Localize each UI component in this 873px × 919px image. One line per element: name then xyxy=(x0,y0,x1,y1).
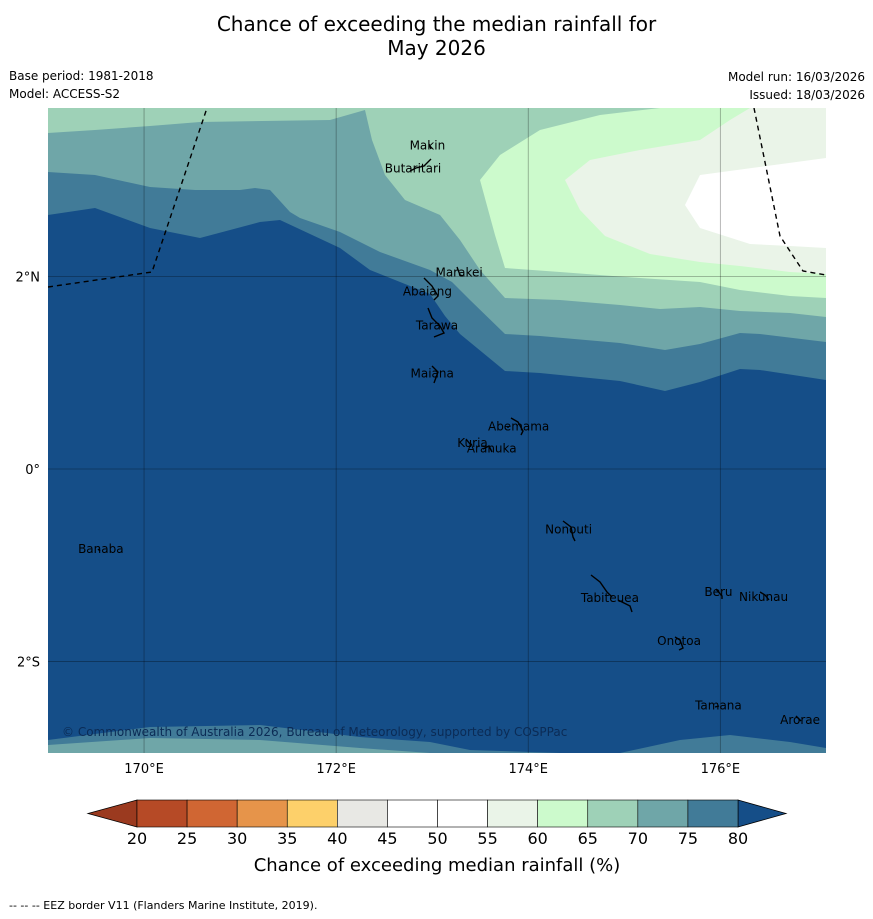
island-label: Banaba xyxy=(78,542,124,556)
island-label: Kuria xyxy=(457,436,488,450)
colorbar-swatch xyxy=(286,799,338,828)
colorbar-swatch xyxy=(337,799,388,828)
colorbar-tick-label: 70 xyxy=(628,829,648,848)
colorbar-label: Chance of exceeding median rainfall (%) xyxy=(254,855,621,876)
eez-footnote: -- -- -- EEZ border V11 (Flanders Marine… xyxy=(9,899,318,912)
colorbar-tick-label: 65 xyxy=(578,829,598,848)
island-label: Nikunau xyxy=(739,590,788,604)
meta-right: Model run: 16/03/2026 Issued: 18/03/2026 xyxy=(728,68,865,104)
model-name: Model: ACCESS-S2 xyxy=(9,87,121,101)
map-axes: 170°E 172°E 174°E 176°E 2°N 0° 2°S xyxy=(16,270,741,777)
island-coastlines xyxy=(97,143,802,722)
island-label: Butaritari xyxy=(385,162,442,176)
colorbar-tick-label: 20 xyxy=(127,829,147,848)
island-label: Tabiteuea xyxy=(580,591,639,605)
model-run: Model run: 16/03/2026 xyxy=(727,70,865,84)
island-label: Maiana xyxy=(411,367,454,381)
island-label: Tarawa xyxy=(415,318,458,332)
colorbar-tick-label: 40 xyxy=(327,829,347,848)
colorbar-tick-label: 75 xyxy=(678,829,698,848)
colorbar-over-triangle xyxy=(737,799,788,828)
colorbar-tick-label: 25 xyxy=(177,829,197,848)
lon-tick-label: 174°E xyxy=(508,762,548,777)
gridlines xyxy=(48,108,826,753)
island-label: Marakei xyxy=(435,265,482,279)
copyright-text: © Commonwealth of Australia 2026, Bureau… xyxy=(62,725,567,739)
colorbar-tick-label: 45 xyxy=(377,829,397,848)
zone-50-55 xyxy=(685,158,826,248)
island-label: Abaiang xyxy=(403,285,452,299)
island-label: Aranuka xyxy=(467,442,517,456)
colorbar-tick-label: 50 xyxy=(427,829,447,848)
colorbar-tick-label: 30 xyxy=(227,829,247,848)
island-label: Onotoa xyxy=(657,634,701,648)
island-label: Tamana xyxy=(694,699,742,713)
colorbar: 20 25 30 35 40 45 50 55 60 65 70 75 80 xyxy=(86,799,788,848)
title-line-1: Chance of exceeding the median rainfall … xyxy=(216,12,657,36)
zone-75-80-bottom-right xyxy=(620,735,826,753)
colorbar-swatch xyxy=(437,799,488,828)
colorbar-swatch xyxy=(236,799,288,828)
lat-tick-label: 2°N xyxy=(16,270,41,285)
colorbar-swatch xyxy=(587,799,639,828)
lat-tick-label: 0° xyxy=(25,463,40,478)
colorbar-swatch xyxy=(537,799,589,828)
lon-tick-label: 170°E xyxy=(124,762,164,777)
map-plot-area: Makin Butaritari Marakei Abaiang Tarawa Maian… xyxy=(48,108,826,753)
colorbar-under-triangle xyxy=(86,799,138,828)
island-label: Nonouti xyxy=(545,523,592,537)
colorbar-tick-label: 60 xyxy=(527,829,547,848)
lat-tick-label: 2°S xyxy=(17,656,40,671)
island-label: Abemama xyxy=(488,420,549,434)
island-label: Beru xyxy=(704,585,732,599)
colorbar-swatch xyxy=(186,799,238,828)
lon-tick-label: 176°E xyxy=(701,762,741,777)
title-line-2: May 2026 xyxy=(387,36,486,60)
island-labels: Makin Butaritari Marakei Abaiang Tarawa Maian… xyxy=(78,138,820,727)
lon-tick-label: 172°E xyxy=(316,762,356,777)
colorbar-swatch xyxy=(387,799,438,828)
island-label: Arorae xyxy=(780,713,820,727)
island-label: Makin xyxy=(410,138,446,152)
colorbar-tick-label: 55 xyxy=(477,829,497,848)
base-period: Base period: 1981-2018 xyxy=(9,69,154,83)
colorbar-swatch xyxy=(136,799,188,828)
eez-border xyxy=(48,108,826,288)
chart-title: Chance of exceeding the median rainfall … xyxy=(0,12,873,60)
meta-left: Base period: 1981-2018 Model: ACCESS-S2 xyxy=(9,67,154,103)
colorbar-swatch xyxy=(637,799,689,828)
colorbar-tick-label: 80 xyxy=(728,829,748,848)
colorbar-swatch xyxy=(487,799,538,828)
colorbar-tick-label: 35 xyxy=(277,829,297,848)
zone-70-75-bottom xyxy=(48,738,430,753)
colorbar-swatch xyxy=(687,799,739,828)
issued-date: Issued: 18/03/2026 xyxy=(749,88,865,102)
